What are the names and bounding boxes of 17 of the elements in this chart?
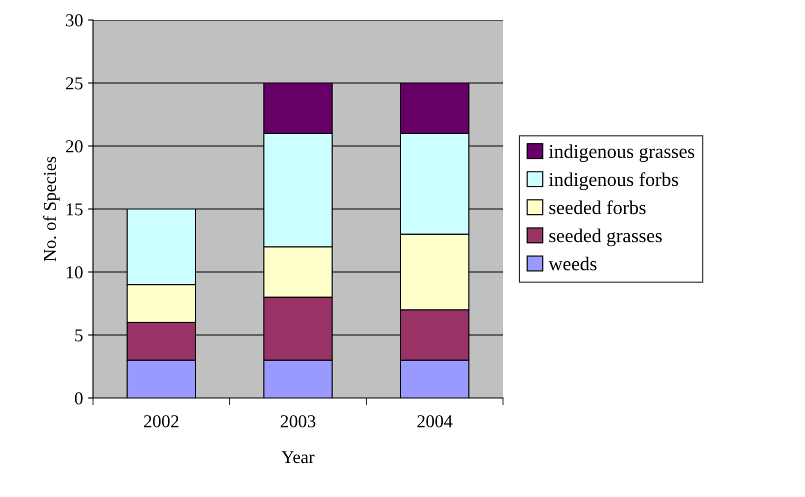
legend-label: seeded grasses [549,228,662,246]
x-tick-label: 2003 [280,415,316,428]
legend-label: indigenous grasses [548,144,694,162]
legend-label: seeded forbs [549,200,646,214]
legend-label: weeds [548,256,596,270]
y-tick-label: 10 [66,266,83,278]
y-tick-label: 15 [66,203,83,216]
y-tick-label: 5 [75,329,83,342]
x-tick-label: 2004 [417,415,452,428]
legend-label: indigenous forbs [548,172,678,190]
x-axis-title: Year [282,451,314,464]
y-axis-title: No. of Species [43,156,60,262]
y-tick-label: 30 [66,14,83,26]
y-tick-label: 0 [74,392,83,404]
y-tick-label: 25 [66,77,83,90]
x-tick-label: 2002 [144,415,178,428]
y-tick-label: 20 [66,140,83,152]
